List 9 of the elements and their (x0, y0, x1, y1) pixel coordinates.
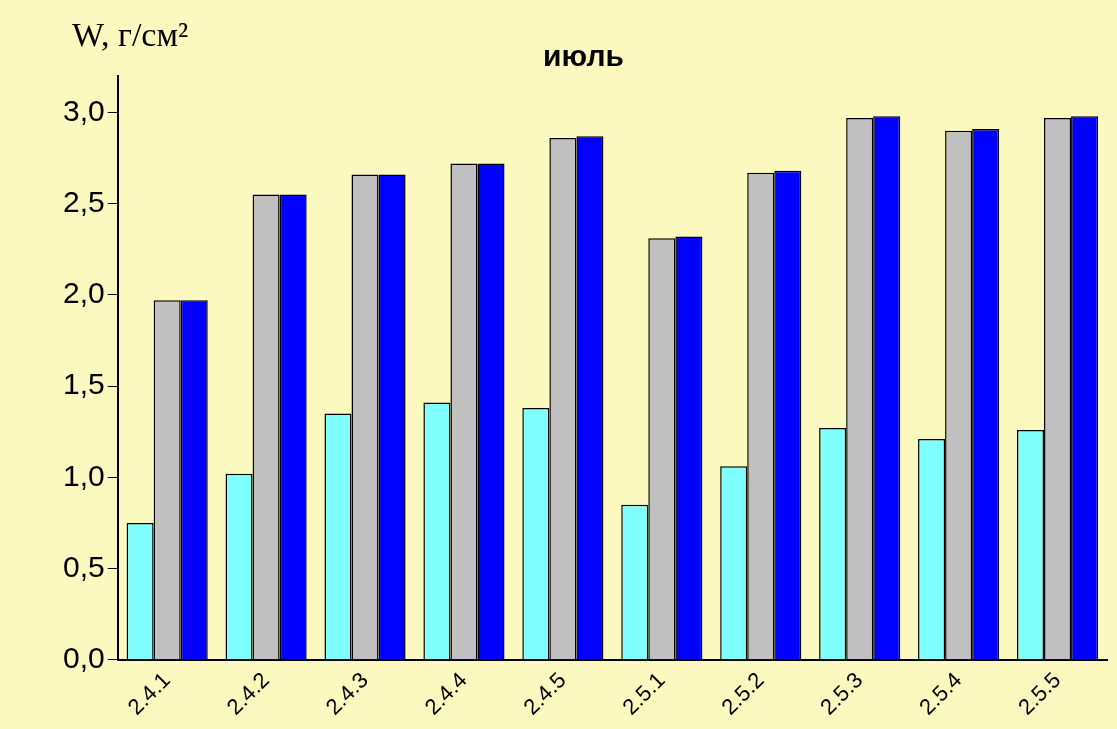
y-tick-label: 1,0 (62, 458, 105, 492)
y-tick-label: 0,0 (62, 641, 105, 674)
y-tick-label: 2,0 (62, 276, 105, 310)
chart-title: июль (543, 39, 624, 73)
y-tick-label: 1,5 (62, 367, 105, 401)
y-tick-label: 2,5 (62, 184, 105, 218)
y-tick-label: 0,5 (62, 549, 105, 583)
y-tick-label: 3,0 (62, 93, 105, 127)
y-axis-title: W, г/см² (72, 16, 189, 53)
